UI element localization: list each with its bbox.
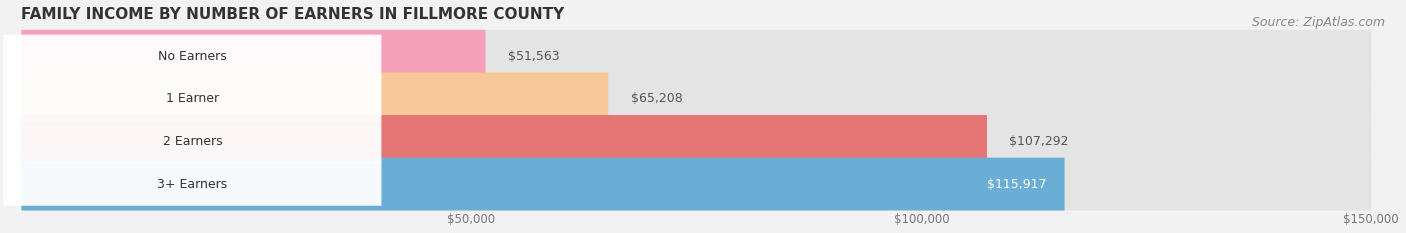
FancyBboxPatch shape: [3, 35, 381, 78]
Text: $107,292: $107,292: [1010, 135, 1069, 148]
Text: Source: ZipAtlas.com: Source: ZipAtlas.com: [1251, 16, 1385, 29]
FancyBboxPatch shape: [3, 120, 381, 163]
Text: No Earners: No Earners: [157, 50, 226, 63]
FancyBboxPatch shape: [21, 72, 609, 125]
Text: $51,563: $51,563: [508, 50, 560, 63]
FancyBboxPatch shape: [21, 158, 1371, 210]
Text: FAMILY INCOME BY NUMBER OF EARNERS IN FILLMORE COUNTY: FAMILY INCOME BY NUMBER OF EARNERS IN FI…: [21, 7, 565, 22]
FancyBboxPatch shape: [21, 115, 1371, 168]
FancyBboxPatch shape: [21, 30, 1371, 83]
Text: 1 Earner: 1 Earner: [166, 92, 219, 105]
FancyBboxPatch shape: [21, 158, 1064, 210]
Text: 3+ Earners: 3+ Earners: [157, 178, 228, 191]
FancyBboxPatch shape: [21, 115, 987, 168]
FancyBboxPatch shape: [3, 77, 381, 120]
FancyBboxPatch shape: [21, 72, 1371, 125]
Text: 2 Earners: 2 Earners: [163, 135, 222, 148]
Text: $115,917: $115,917: [987, 178, 1046, 191]
Text: $65,208: $65,208: [631, 92, 682, 105]
FancyBboxPatch shape: [3, 162, 381, 206]
FancyBboxPatch shape: [21, 30, 485, 83]
